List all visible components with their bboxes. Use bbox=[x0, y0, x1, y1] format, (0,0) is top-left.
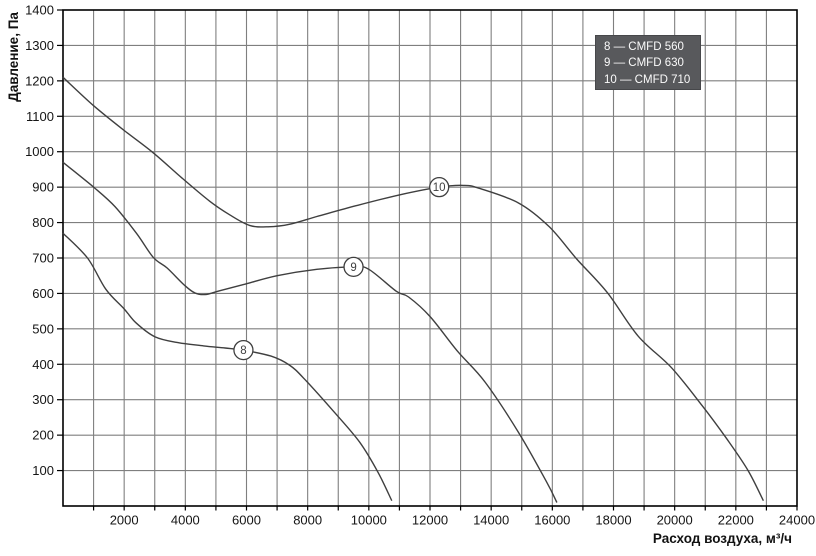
y-tick-label: 500 bbox=[32, 321, 54, 336]
y-tick-label: 100 bbox=[32, 463, 54, 478]
legend: 8 — CMFD 560 9 — CMFD 630 10 — CMFD 710 bbox=[595, 35, 701, 90]
y-axis-title: Давление, Па bbox=[6, 12, 21, 102]
y-tick-label: 1400 bbox=[25, 3, 54, 18]
curve-marker-label-9: 9 bbox=[350, 262, 356, 274]
y-tick-label: 600 bbox=[32, 286, 54, 301]
x-tick-label: 8000 bbox=[293, 513, 322, 528]
y-tick-label: 1100 bbox=[26, 109, 54, 124]
x-axis-title: Расход воздуха, м³/ч bbox=[652, 531, 792, 546]
curve-cmfd-630 bbox=[62, 161, 558, 503]
x-tick-label: 22000 bbox=[718, 513, 754, 528]
y-tick-label: 1000 bbox=[25, 144, 54, 159]
y-tick-label: 300 bbox=[32, 392, 54, 407]
x-tick-label: 16000 bbox=[534, 513, 570, 528]
curve-cmfd-560 bbox=[62, 232, 393, 502]
curve-marker-9 bbox=[343, 256, 364, 278]
x-tick-label: 14000 bbox=[473, 513, 509, 528]
x-tick-label: 24000 bbox=[779, 513, 815, 528]
x-tick-label: 2000 bbox=[110, 513, 139, 528]
x-tick-label: 4000 bbox=[171, 513, 200, 528]
y-tick-label: 1200 bbox=[25, 73, 54, 88]
curve-marker-label-8: 8 bbox=[240, 345, 246, 357]
x-tick-label: 20000 bbox=[657, 513, 693, 528]
y-tick-label: 1300 bbox=[25, 38, 54, 53]
x-tick-label: 6000 bbox=[232, 513, 261, 528]
x-tick-label: 18000 bbox=[595, 513, 631, 528]
y-tick-label: 200 bbox=[32, 428, 54, 443]
legend-item-cmfd-710: 10 — CMFD 710 bbox=[604, 73, 691, 86]
y-tick-label: 800 bbox=[32, 215, 54, 230]
legend-item-cmfd-560: 8 — CMFD 560 bbox=[604, 41, 684, 53]
curve-marker-8 bbox=[233, 339, 254, 361]
curve-marker-10 bbox=[429, 176, 450, 198]
y-tick-label: 400 bbox=[32, 357, 54, 372]
curve-marker-label-10: 10 bbox=[433, 182, 446, 194]
y-tick-label: 700 bbox=[32, 251, 54, 266]
y-tick-label: 900 bbox=[32, 180, 54, 195]
curve-cmfd-710 bbox=[62, 76, 765, 502]
x-tick-label: 10000 bbox=[351, 513, 387, 528]
x-tick-label: 12000 bbox=[412, 513, 448, 528]
legend-item-cmfd-630: 9 — CMFD 630 bbox=[604, 57, 684, 70]
